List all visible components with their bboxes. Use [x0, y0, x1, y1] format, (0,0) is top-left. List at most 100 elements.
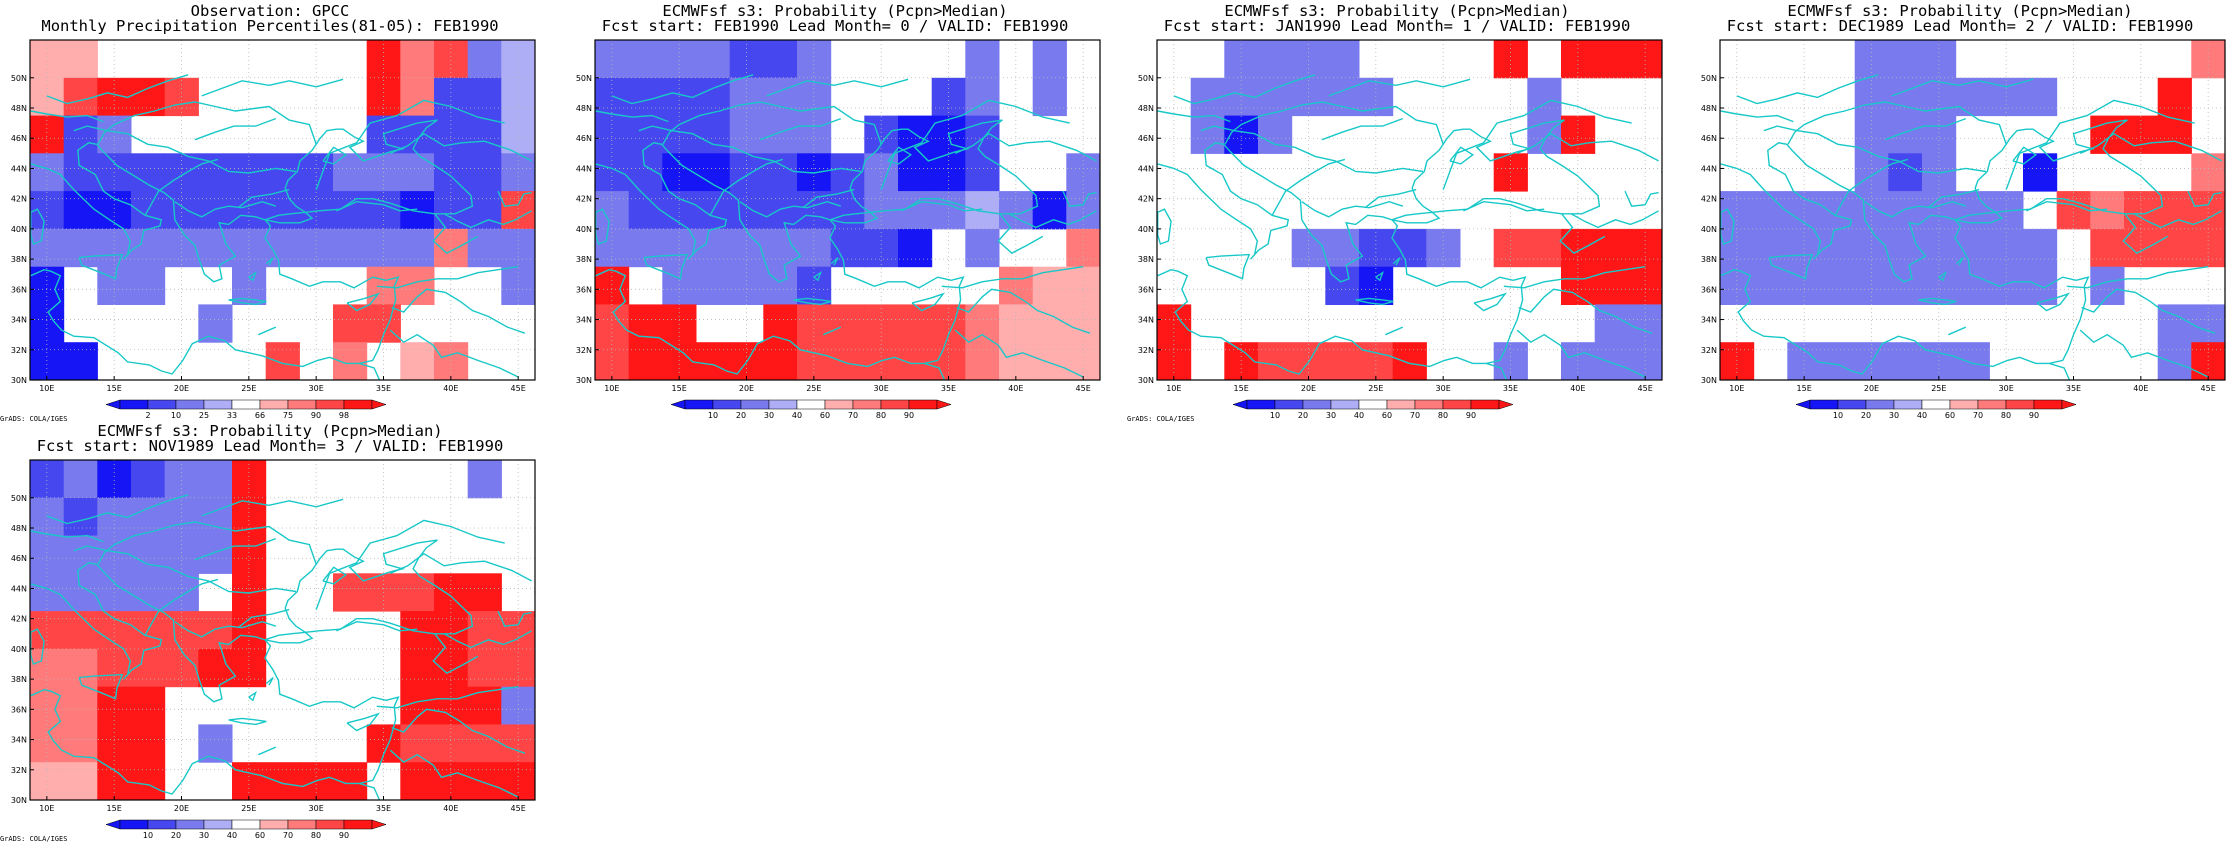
colorbar-arrow-right	[1498, 399, 1514, 410]
grid-cell	[965, 342, 1000, 380]
grid-cell	[1888, 153, 1923, 192]
coastline	[144, 158, 219, 216]
coastline	[954, 132, 1097, 162]
lat-tick-label: 48N	[576, 104, 592, 113]
grid-cell	[198, 153, 233, 192]
coastline	[1720, 208, 1735, 245]
colorbar-arrow-right	[936, 399, 952, 410]
grid-cell	[1955, 266, 1990, 305]
grid-cell	[763, 77, 798, 117]
lat-tick-label: 32N	[1701, 346, 1717, 355]
colorbar-label: 25	[199, 411, 209, 420]
grid-cell	[696, 153, 731, 192]
colorbar-label: 80	[876, 411, 886, 420]
map-area	[30, 40, 535, 380]
colorbar-arrow-left	[105, 399, 121, 410]
grid-cell	[1854, 266, 1889, 305]
grid-cell	[2023, 77, 2058, 117]
coastline	[258, 746, 277, 756]
lat-tick-label: 34N	[1701, 316, 1717, 325]
colorbar-segment	[315, 399, 345, 410]
grid-cell	[797, 115, 832, 154]
colorbar: 10 20 30 40 60 70 80 90	[1795, 399, 2077, 420]
grid-cell	[434, 115, 469, 154]
grid-cell	[628, 191, 663, 230]
coastline	[1392, 257, 1401, 266]
coastline	[2079, 329, 2209, 378]
coastline	[194, 117, 277, 141]
grid-cell	[198, 228, 233, 268]
lon-tick-label: 10E	[39, 804, 54, 813]
panel-title-line1: ECMWFsf s3: Probability (Pcpn>Median)	[662, 2, 1008, 20]
grid-cell	[198, 611, 233, 650]
colorbar-label: 10	[171, 411, 181, 420]
colorbar-segment	[315, 819, 345, 830]
grid-cell	[232, 535, 267, 574]
grid-cell	[2157, 228, 2192, 268]
grid-cell	[595, 40, 630, 79]
coastline	[1301, 200, 1404, 218]
grid-cell	[198, 304, 233, 343]
grid-cell	[467, 611, 502, 650]
coastline	[1834, 158, 1909, 216]
grid-cell	[131, 724, 166, 763]
coastline	[662, 101, 882, 145]
grid-cell	[400, 40, 435, 79]
grid-cell	[198, 724, 233, 763]
coastline	[322, 146, 348, 165]
colorbar-segment	[1893, 399, 1923, 410]
lon-tick-label: 20E	[1301, 384, 1316, 393]
grid-cell	[198, 535, 233, 574]
colorbar-segment	[852, 399, 882, 410]
lat-tick-label: 46N	[1701, 134, 1717, 143]
grid-cell	[696, 342, 731, 380]
grid-cell	[595, 342, 630, 380]
lat-tick-label: 40N	[11, 645, 27, 654]
lon-tick-label: 40E	[2133, 384, 2148, 393]
lat-tick-label: 50N	[1138, 74, 1154, 83]
coastline	[1763, 125, 1987, 174]
colorbar-segment	[740, 399, 770, 410]
coastline	[956, 288, 1091, 334]
coastline	[432, 633, 479, 674]
colorbar-label: 20	[1298, 411, 1308, 420]
grid-cell	[830, 153, 865, 192]
colorbar-label: 70	[283, 831, 293, 840]
grid-cell	[265, 191, 300, 230]
colorbar-segment	[1442, 399, 1472, 410]
colorbar-label: 70	[848, 411, 858, 420]
coastline	[391, 288, 526, 334]
coastline	[1570, 210, 1659, 229]
coastline	[643, 253, 689, 280]
panel-observation: Observation: GPCC Monthly Precipitation …	[0, 0, 540, 423]
grid-cell	[333, 304, 368, 343]
grid-cell	[965, 228, 1000, 268]
grid-cell	[198, 460, 233, 499]
grid-cell	[1594, 266, 1629, 305]
coastline	[497, 610, 532, 627]
coastline	[1954, 211, 2004, 224]
grid-cell	[467, 686, 502, 725]
colorbar-segment	[2033, 399, 2063, 410]
precip-map: 10E 15E 20E 25E 30E 35E 40E 45E 50N 48N 46N 44N 42N 4…	[1701, 39, 2226, 420]
grid-cell	[965, 304, 1000, 343]
grid-cell	[467, 115, 502, 154]
colorbar-segment	[1414, 399, 1444, 410]
lat-tick-label: 46N	[11, 554, 27, 563]
grid-cell	[30, 342, 65, 380]
grid-cell	[1594, 342, 1629, 380]
grid-cell	[1753, 191, 1788, 230]
grid-cell	[501, 266, 535, 305]
lon-tick-label: 45E	[2201, 384, 2216, 393]
lon-tick-label: 25E	[241, 804, 256, 813]
coastline	[144, 578, 219, 636]
panel-title-line2: Fcst start: DEC1989 Lead Month= 2 / VALI…	[1726, 17, 2194, 35]
panel-title-line1: ECMWFsf s3: Probability (Pcpn>Median)	[1787, 2, 2133, 20]
coastline	[346, 712, 381, 732]
coastline	[709, 158, 784, 216]
coastline	[1173, 74, 1316, 105]
grid-cell	[198, 191, 233, 230]
grid-cell	[265, 153, 300, 192]
lon-tick-label: 30E	[1436, 384, 1451, 393]
coastline	[941, 266, 1084, 289]
